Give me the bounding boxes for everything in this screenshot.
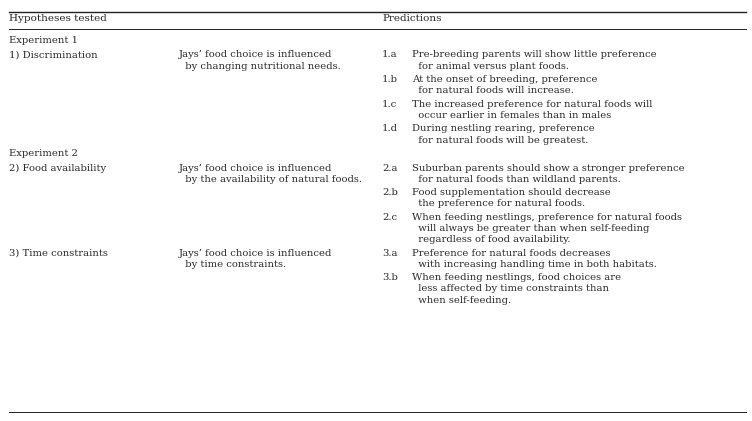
Text: 1.a: 1.a xyxy=(382,51,398,59)
Text: Pre-breeding parents will show little preference: Pre-breeding parents will show little pr… xyxy=(412,51,656,59)
Text: Food supplementation should decrease: Food supplementation should decrease xyxy=(412,188,611,197)
Text: for animal versus plant foods.: for animal versus plant foods. xyxy=(412,62,569,71)
Text: Predictions: Predictions xyxy=(382,14,441,24)
Text: 2.b: 2.b xyxy=(382,188,398,197)
Text: 3) Time constraints: 3) Time constraints xyxy=(9,248,108,258)
Text: 3.b: 3.b xyxy=(382,273,398,282)
Text: will always be greater than when self-feeding: will always be greater than when self-fe… xyxy=(412,224,650,233)
Text: Jays’ food choice is influenced: Jays’ food choice is influenced xyxy=(179,51,332,59)
Text: During nestling rearing, preference: During nestling rearing, preference xyxy=(412,124,595,133)
Text: by time constraints.: by time constraints. xyxy=(179,260,286,269)
Text: Jays’ food choice is influenced: Jays’ food choice is influenced xyxy=(179,248,332,258)
Text: 1) Discrimination: 1) Discrimination xyxy=(9,51,98,59)
Text: for natural foods than wildland parents.: for natural foods than wildland parents. xyxy=(412,175,621,184)
Text: by changing nutritional needs.: by changing nutritional needs. xyxy=(179,62,341,71)
Text: 1.b: 1.b xyxy=(382,75,398,84)
Text: When feeding nestlings, food choices are: When feeding nestlings, food choices are xyxy=(412,273,621,282)
Text: Experiment 2: Experiment 2 xyxy=(9,149,78,158)
Text: 2.c: 2.c xyxy=(382,213,397,222)
Text: with increasing handling time in both habitats.: with increasing handling time in both ha… xyxy=(412,260,657,269)
Text: Jays’ food choice is influenced: Jays’ food choice is influenced xyxy=(179,163,332,173)
Text: The increased preference for natural foods will: The increased preference for natural foo… xyxy=(412,100,653,109)
Text: Experiment 1: Experiment 1 xyxy=(9,36,78,45)
Text: Suburban parents should show a stronger preference: Suburban parents should show a stronger … xyxy=(412,163,685,173)
Text: when self-feeding.: when self-feeding. xyxy=(412,296,511,305)
Text: 2.a: 2.a xyxy=(382,163,398,173)
Text: less affected by time constraints than: less affected by time constraints than xyxy=(412,285,609,293)
Text: for natural foods will increase.: for natural foods will increase. xyxy=(412,86,574,95)
Text: Hypotheses tested: Hypotheses tested xyxy=(9,14,107,24)
Text: At the onset of breeding, preference: At the onset of breeding, preference xyxy=(412,75,598,84)
Text: 1.d: 1.d xyxy=(382,124,398,133)
Text: occur earlier in females than in males: occur earlier in females than in males xyxy=(412,111,611,120)
Text: the preference for natural foods.: the preference for natural foods. xyxy=(412,200,585,208)
Text: Preference for natural foods decreases: Preference for natural foods decreases xyxy=(412,248,611,258)
Text: 1.c: 1.c xyxy=(382,100,397,109)
Text: for natural foods will be greatest.: for natural foods will be greatest. xyxy=(412,136,589,144)
Text: 3.a: 3.a xyxy=(382,248,398,258)
Text: When feeding nestlings, preference for natural foods: When feeding nestlings, preference for n… xyxy=(412,213,682,222)
Text: regardless of food availability.: regardless of food availability. xyxy=(412,235,571,244)
Text: 2) Food availability: 2) Food availability xyxy=(9,163,106,173)
Text: by the availability of natural foods.: by the availability of natural foods. xyxy=(179,175,362,184)
